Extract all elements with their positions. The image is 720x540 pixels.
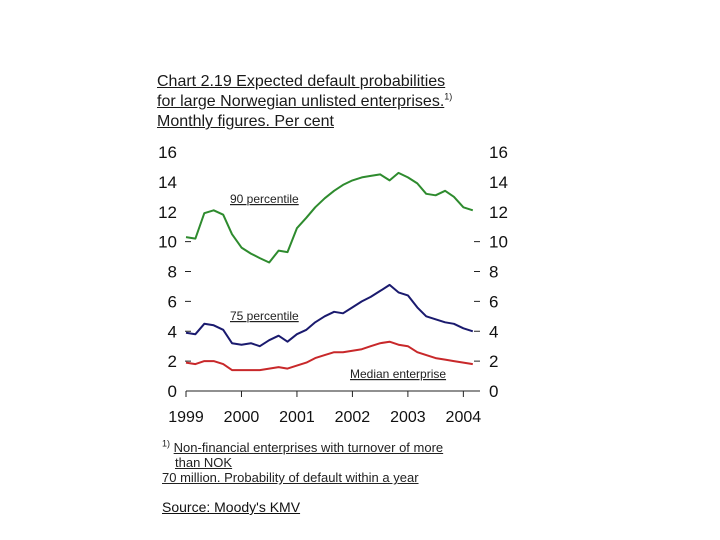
footnote-line-2: than NOK bbox=[175, 455, 233, 470]
title-line-3: Monthly figures. Per cent bbox=[157, 113, 334, 130]
y-tick-label-left-4: 4 bbox=[168, 322, 177, 341]
y-tick-label-right-8: 8 bbox=[489, 263, 498, 282]
y-tick-label-left-8: 8 bbox=[168, 263, 177, 282]
y-tick-label-right-10: 10 bbox=[489, 233, 508, 252]
y-tick-label-left-10: 10 bbox=[158, 233, 177, 252]
y-tick-label-left-14: 14 bbox=[158, 173, 177, 192]
y-tick-label-left-0: 0 bbox=[168, 382, 177, 401]
y-tick-label-right-2: 2 bbox=[489, 352, 498, 371]
footnote-line-1: Non-financial enterprises with turnover … bbox=[173, 440, 444, 455]
annotation-median-enterprise: Median enterprise bbox=[350, 367, 446, 381]
x-tick-label-2002: 2002 bbox=[335, 409, 371, 426]
y-tick-label-right-16: 16 bbox=[489, 143, 508, 162]
series-labels: 90 percentile 75 percentile Median enterpr… bbox=[230, 192, 446, 381]
series-line-75-percentile bbox=[185, 283, 474, 348]
y-tick-label-left-12: 12 bbox=[158, 203, 177, 222]
y-tick-label-right-12: 12 bbox=[489, 203, 508, 222]
annotation-75-percentile: 75 percentile bbox=[230, 309, 299, 323]
y-tick-label-left-6: 6 bbox=[168, 292, 177, 311]
y-tick-label-right-6: 6 bbox=[489, 292, 498, 311]
source-note: Source: Moody's KMV bbox=[162, 499, 301, 515]
right-y-axis: 0 2 4 6 8 10 12 14 16 bbox=[474, 143, 508, 401]
title-line-1: Chart 2.19 Expected default probabilitie… bbox=[157, 73, 446, 90]
x-tick-label-1999: 1999 bbox=[168, 409, 204, 426]
y-tick-label-left-2: 2 bbox=[168, 352, 177, 371]
footnote-marker: 1) bbox=[162, 438, 171, 449]
left-y-axis: 0 2 4 6 8 10 12 14 16 bbox=[158, 143, 191, 401]
series-line-90-percentile bbox=[185, 171, 474, 264]
title-footnote-marker: 1) bbox=[444, 91, 453, 102]
series-lines bbox=[185, 171, 474, 372]
x-tick-label-2001: 2001 bbox=[279, 409, 315, 426]
footnote-line-3: 70 million. Probability of default withi… bbox=[162, 470, 419, 485]
x-tick-label-2004: 2004 bbox=[446, 409, 482, 426]
x-axis: 1999 2000 2001 2002 2003 2004 bbox=[168, 390, 482, 426]
y-tick-label-right-14: 14 bbox=[489, 173, 508, 192]
x-tick-label-2000: 2000 bbox=[224, 409, 260, 426]
x-tick-label-2003: 2003 bbox=[390, 409, 426, 426]
footnote: 1) Non-financial enterprises with turnov… bbox=[162, 438, 492, 485]
series-line-median-enterprise bbox=[185, 340, 473, 372]
title-line-2: for large Norwegian unlisted enterprises… bbox=[157, 93, 445, 110]
chart-title: Chart 2.19 Expected default probabilitie… bbox=[157, 72, 557, 132]
y-tick-label-right-4: 4 bbox=[489, 322, 498, 341]
y-tick-label-left-16: 16 bbox=[158, 143, 177, 162]
y-tick-label-right-0: 0 bbox=[489, 382, 498, 401]
annotation-90-percentile: 90 percentile bbox=[230, 192, 299, 206]
